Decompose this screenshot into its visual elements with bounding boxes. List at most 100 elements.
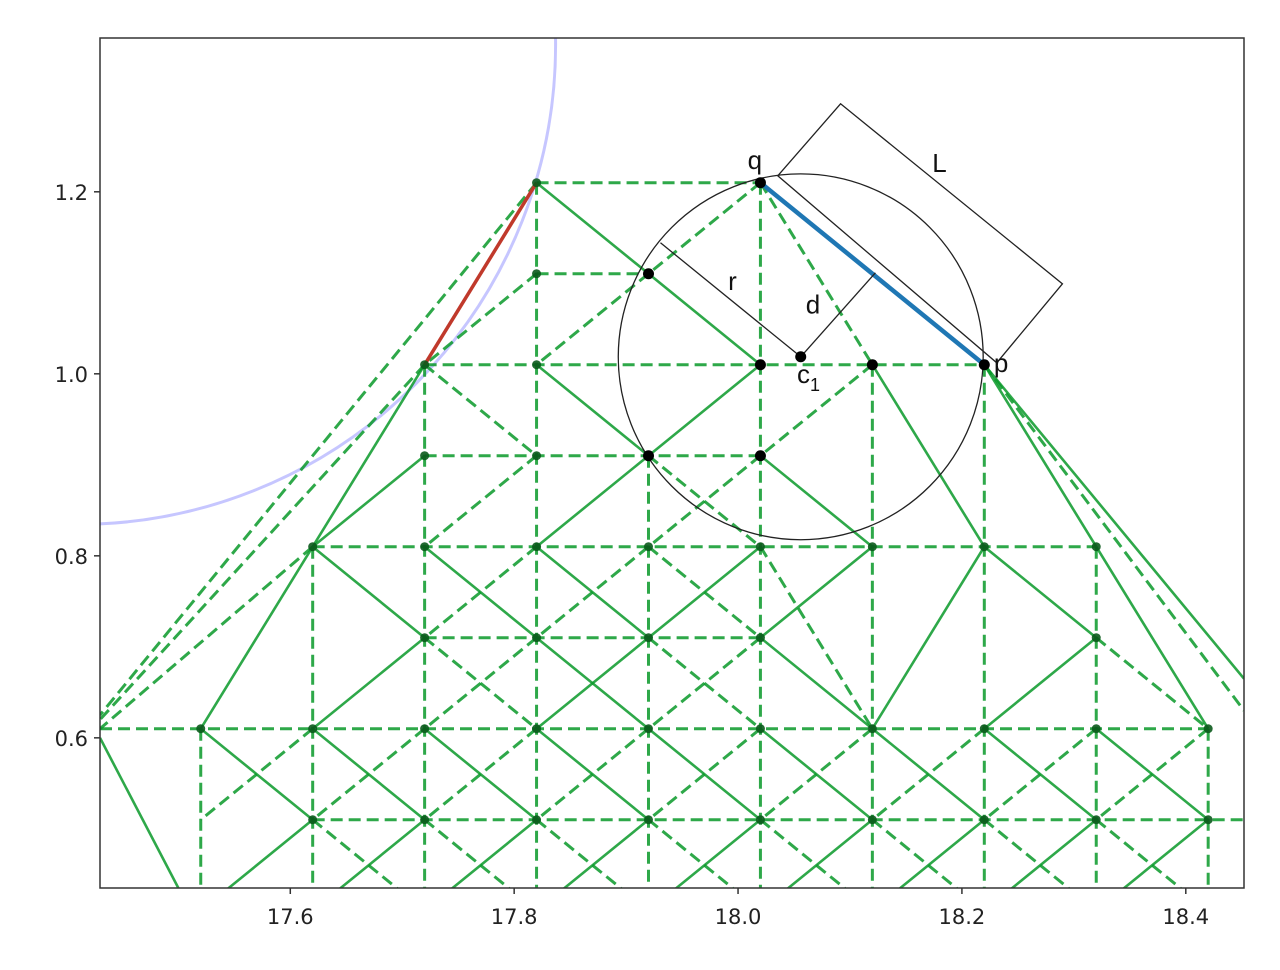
mesh-edge-solid — [983, 364, 1098, 548]
mesh-edge-dashed — [1095, 727, 1210, 821]
mesh-edge-solid — [871, 364, 986, 548]
mesh-node — [532, 451, 542, 461]
mesh-edge-dashed — [423, 727, 538, 821]
marked-point — [754, 450, 766, 462]
mesh-edge-dashed — [100, 363, 426, 721]
x-tick-label: 17.6 — [267, 905, 314, 929]
circumcircle — [617, 173, 984, 541]
mesh-node — [1091, 815, 1101, 825]
mesh-node — [643, 724, 653, 734]
mesh-edge-dashed — [423, 818, 511, 888]
mesh-edge-solid — [311, 545, 426, 639]
annotation-r: r — [728, 266, 737, 296]
y-tick-label: 0.6 — [55, 727, 88, 751]
axis-ticks: 17.6 17.8 18.0 18.2 18.4 0.6 0.8 1.0 1.2 — [55, 181, 1210, 929]
marked-point — [795, 351, 807, 363]
mesh-node — [755, 815, 765, 825]
marked-point — [642, 450, 654, 462]
mesh-edge-solid — [1095, 546, 1210, 730]
mesh-edge-dashed — [1095, 636, 1210, 730]
mesh-edge-dashed — [871, 727, 986, 821]
x-tick-label: 18.0 — [715, 905, 762, 929]
mesh-node — [1091, 542, 1101, 552]
x-tick-label: 17.8 — [491, 905, 538, 929]
mesh-node — [532, 542, 542, 552]
annotation-p: p — [994, 348, 1008, 378]
mesh-edge-dashed — [983, 363, 1244, 712]
mesh-edge-dashed — [535, 818, 623, 888]
mesh-node — [420, 451, 430, 461]
mesh-edge-dashed — [759, 727, 874, 821]
mesh-edge-dashed — [423, 454, 538, 548]
mesh-edge-solid — [871, 546, 986, 730]
mesh-edge-dashed — [647, 545, 762, 639]
rectangle-L — [776, 102, 1064, 364]
mesh-node — [420, 724, 430, 734]
mesh-edge-dashed — [423, 636, 538, 730]
mesh-node — [643, 815, 653, 825]
mesh-edge-solid — [100, 737, 180, 888]
y-tick-label: 1.0 — [55, 363, 88, 387]
mesh-edge-solid — [759, 545, 874, 639]
mesh-node — [420, 815, 430, 825]
mesh-node — [420, 633, 430, 643]
annotation-subscript: 1 — [810, 375, 820, 395]
mesh-node — [643, 633, 653, 643]
highlight-edge-qp — [759, 180, 986, 367]
mesh-edge-solid — [759, 636, 874, 730]
annotation-L: L — [932, 148, 946, 178]
mesh-edge-dashed — [100, 545, 314, 730]
mesh-edge-solid — [199, 546, 314, 730]
mesh-edge-dashed — [423, 545, 538, 639]
mesh-node — [1091, 724, 1101, 734]
axes-frame — [99, 37, 1245, 889]
mesh-node — [1203, 724, 1213, 734]
mesh-node — [867, 815, 877, 825]
mesh-edge-dashed — [759, 545, 874, 730]
mesh-node — [867, 542, 877, 552]
mesh-edge-dashed — [311, 818, 400, 888]
mesh-node — [755, 542, 765, 552]
mesh-edge-solid — [759, 454, 874, 548]
mesh-node — [1203, 815, 1213, 825]
mesh-edge-dashed — [423, 272, 538, 366]
mesh-edge-dashed — [100, 181, 538, 717]
mesh-edge-dashed — [535, 545, 650, 639]
mesh-node — [532, 633, 542, 643]
mesh-node — [532, 724, 542, 734]
y-tick-label: 1.2 — [55, 181, 88, 205]
marked-point — [642, 268, 654, 280]
radius-segment-r — [660, 242, 802, 358]
boundary-edge — [423, 181, 539, 366]
marked-point — [754, 177, 766, 189]
mesh-edge-dashed — [199, 727, 314, 821]
mesh-edge-dashed — [647, 454, 762, 548]
mesh-node — [532, 360, 542, 370]
annotation-q: q — [748, 145, 762, 175]
marked-point — [866, 359, 878, 371]
marked-point — [978, 359, 990, 371]
mesh-node — [979, 724, 989, 734]
mesh-edge-solid — [983, 545, 1098, 639]
mesh-edge-dashed — [311, 727, 426, 821]
mesh-node — [308, 542, 318, 552]
mesh-edge-dashed — [759, 363, 874, 457]
marked-point — [754, 359, 766, 371]
plot-area: q Lr d c1 p — [100, 38, 1244, 888]
mesh-edge-solid — [983, 363, 1244, 680]
annotation-d: d — [806, 290, 820, 320]
mesh-node — [1091, 633, 1101, 643]
distance-segment-d — [800, 272, 876, 358]
mesh-edge-dashed — [647, 727, 762, 821]
mesh-node — [308, 724, 318, 734]
mesh-edge-solid — [311, 454, 426, 548]
mesh-node — [755, 633, 765, 643]
mesh-edge-solid — [535, 636, 650, 730]
mesh-edge-solid — [226, 818, 314, 888]
mesh-node — [532, 815, 542, 825]
x-tick-label: 18.2 — [939, 905, 986, 929]
mesh-edge-solid — [535, 363, 650, 457]
mesh-node — [308, 815, 318, 825]
mesh-node — [979, 815, 989, 825]
